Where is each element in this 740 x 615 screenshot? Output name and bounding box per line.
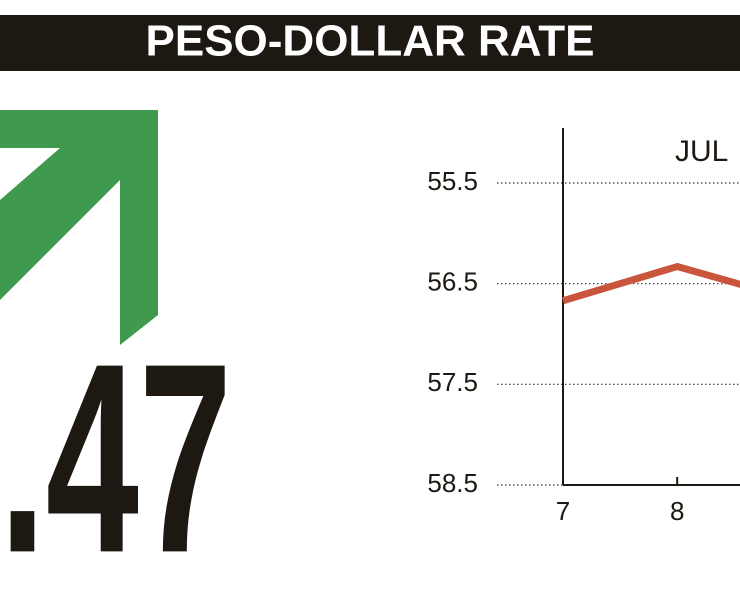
y-tick-label: 56.5 bbox=[427, 267, 478, 297]
y-tick-label: 57.5 bbox=[427, 367, 478, 397]
rate-line bbox=[561, 263, 740, 305]
up-arrow bbox=[0, 110, 158, 345]
y-tick-label: 55.5 bbox=[427, 166, 478, 196]
x-tick-label: 8 bbox=[670, 496, 684, 526]
title: PESO-DOLLAR RATE bbox=[146, 17, 595, 66]
month-label: JUL bbox=[675, 135, 728, 168]
title-bar bbox=[0, 15, 740, 71]
rate-value: 56.47 bbox=[0, 307, 232, 609]
x-tick-label: 7 bbox=[556, 496, 570, 526]
y-tick-label: 58.5 bbox=[427, 468, 478, 498]
